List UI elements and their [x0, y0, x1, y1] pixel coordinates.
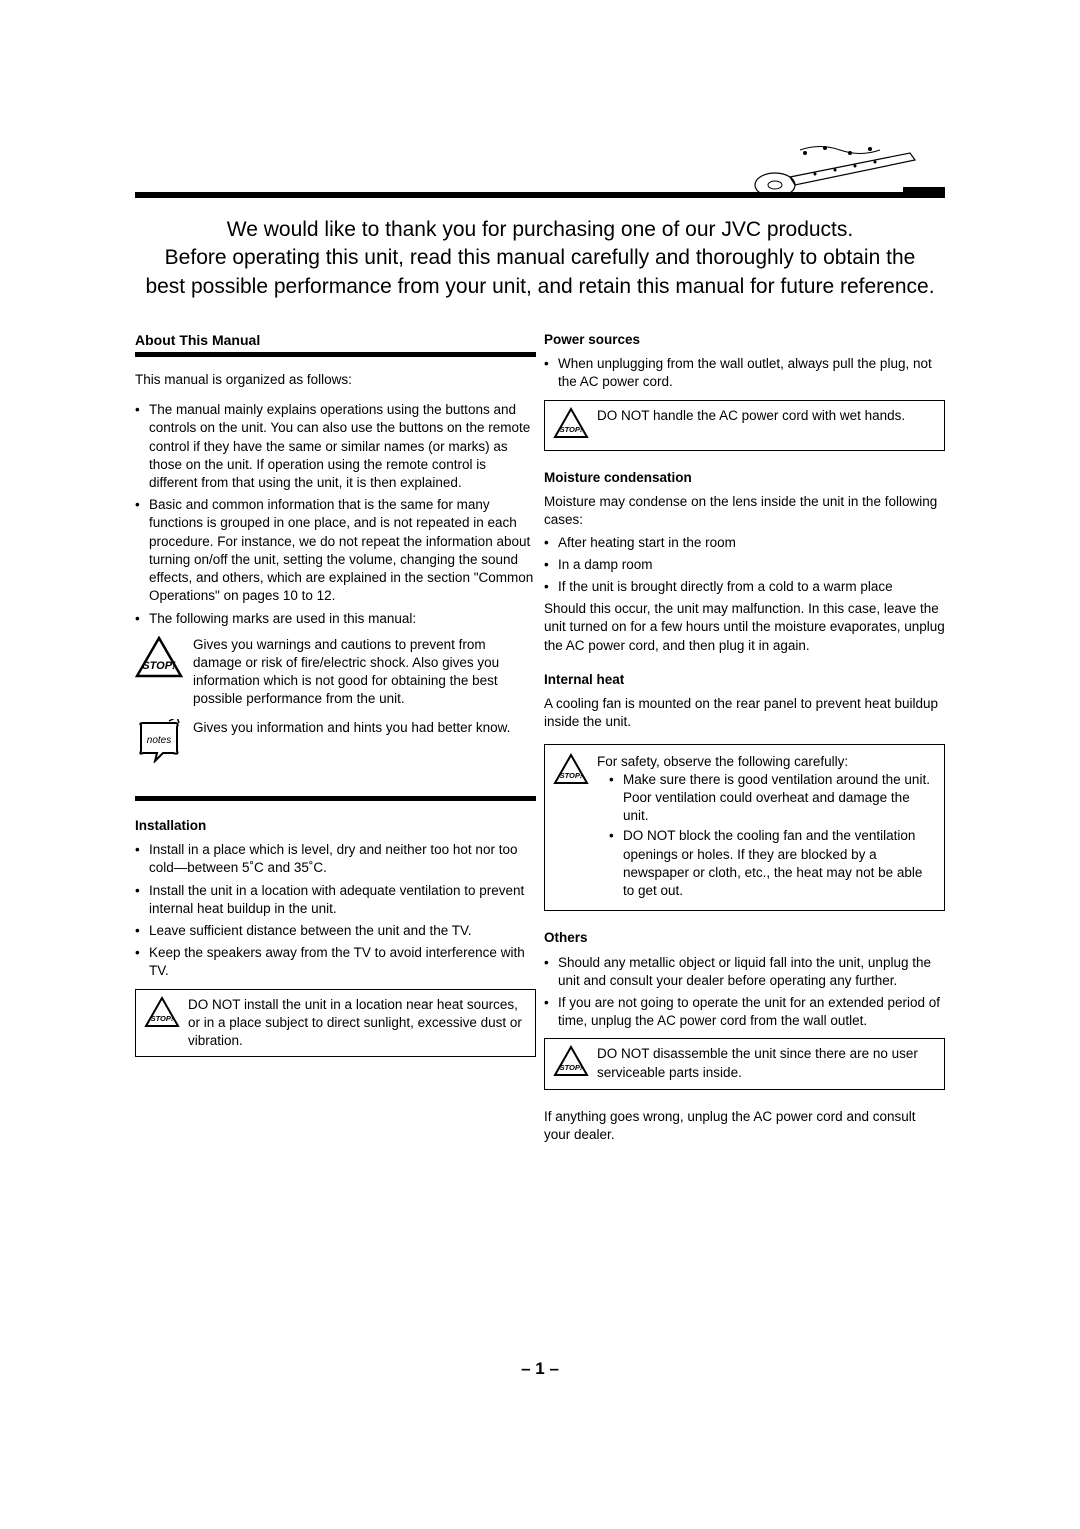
others-heading: Others: [544, 929, 945, 947]
power-warning-box: STOP! DO NOT handle the AC power cord wi…: [544, 400, 945, 451]
power-bullet-1: When unplugging from the wall outlet, al…: [544, 355, 945, 391]
about-heading: About This Manual: [135, 331, 536, 357]
cooling-box-bullet-1: Make sure there is good ventilation arou…: [609, 771, 936, 826]
install-warning-text: DO NOT install the unit in a location ne…: [188, 996, 527, 1051]
power-warning-text: DO NOT handle the AC power cord with wet…: [597, 407, 905, 444]
install-bullet-1: Install in a place which is level, dry a…: [135, 841, 536, 877]
svg-text:notes: notes: [147, 735, 171, 746]
cooling-warning-content: For safety, observe the following carefu…: [597, 753, 936, 903]
svg-text:STOP!: STOP!: [560, 771, 583, 780]
page-number: – 1 –: [0, 1359, 1080, 1379]
about-bullet-3: The following marks are used in this man…: [135, 610, 536, 628]
cooling-box-bullets: Make sure there is good ventilation arou…: [597, 771, 936, 901]
moisture-intro: Moisture may condense on the lens inside…: [544, 493, 945, 529]
power-bullets: When unplugging from the wall outlet, al…: [544, 355, 945, 391]
cooling-intro: A cooling fan is mounted on the rear pan…: [544, 695, 945, 731]
cooling-box-intro: For safety, observe the following carefu…: [597, 753, 936, 771]
stop-icon: STOP!: [144, 996, 180, 1051]
notes-explanation-block: notes Gives you information and hints yo…: [135, 719, 536, 768]
others-bullet-2: If you are not going to operate the unit…: [544, 994, 945, 1030]
stop-icon: STOP!: [553, 1045, 589, 1082]
intro-paragraph: We would like to thank you for purchasin…: [135, 216, 945, 301]
moisture-bullet-1: After heating start in the room: [544, 534, 945, 552]
cooling-warning-box: STOP! For safety, observe the following …: [544, 744, 945, 912]
install-bullet-4: Keep the speakers away from the TV to av…: [135, 944, 536, 980]
stop-icon: STOP!: [553, 753, 589, 790]
stop-icon: STOP!: [135, 636, 183, 709]
others-bullets: Should any metallic object or liquid fal…: [544, 954, 945, 1031]
install-bullet-2: Install the unit in a location with adeq…: [135, 882, 536, 918]
svg-text:STOP!: STOP!: [151, 1014, 174, 1023]
moisture-heading: Moisture condensation: [544, 469, 945, 487]
svg-text:STOP!: STOP!: [142, 660, 176, 672]
installation-heading: Installation: [135, 817, 536, 835]
others-warning-box: STOP! DO NOT disassemble the unit since …: [544, 1038, 945, 1089]
cooling-heading: Internal heat: [544, 671, 945, 689]
about-bullets: The manual mainly explains operations us…: [135, 401, 536, 628]
moisture-bullets: After heating start in the room In a dam…: [544, 534, 945, 597]
stop-explanation-block: STOP! Gives you warnings and cautions to…: [135, 636, 536, 709]
left-column: About This Manual This manual is organiz…: [135, 331, 536, 1156]
content-columns: About This Manual This manual is organiz…: [135, 331, 945, 1156]
others-bullet-1: Should any metallic object or liquid fal…: [544, 954, 945, 990]
install-warning-box: STOP! DO NOT install the unit in a locat…: [135, 989, 536, 1058]
about-intro: This manual is organized as follows:: [135, 371, 536, 389]
install-bullet-3: Leave sufficient distance between the un…: [135, 922, 536, 940]
svg-text:STOP!: STOP!: [560, 425, 583, 434]
flute-music-icon: [745, 145, 945, 205]
stop-explanation-text: Gives you warnings and cautions to preve…: [193, 636, 536, 709]
cooling-box-bullet-2: DO NOT block the cooling fan and the ven…: [609, 827, 936, 900]
moisture-bullet-2: In a damp room: [544, 556, 945, 574]
right-column: Power sources When unplugging from the w…: [544, 331, 945, 1156]
notes-explanation-text: Gives you information and hints you had …: [193, 719, 510, 768]
installation-bullets: Install in a place which is level, dry a…: [135, 841, 536, 981]
about-bullet-1: The manual mainly explains operations us…: [135, 401, 536, 492]
header-illustration: [745, 145, 945, 205]
about-bullet-2: Basic and common information that is the…: [135, 496, 536, 605]
moisture-bullet-3: If the unit is brought directly from a c…: [544, 578, 945, 596]
precautions-rule: [135, 796, 536, 801]
notes-icon: notes: [135, 719, 183, 768]
intro-line2: Before operating this unit, read this ma…: [145, 246, 934, 297]
intro-line1: We would like to thank you for purchasin…: [227, 218, 853, 241]
others-warning-text: DO NOT disassemble the unit since there …: [597, 1045, 936, 1082]
others-after: If anything goes wrong, unplug the AC po…: [544, 1108, 945, 1144]
power-heading: Power sources: [544, 331, 945, 349]
svg-text:STOP!: STOP!: [560, 1063, 583, 1072]
stop-icon: STOP!: [553, 407, 589, 444]
moisture-after: Should this occur, the unit may malfunct…: [544, 600, 945, 655]
